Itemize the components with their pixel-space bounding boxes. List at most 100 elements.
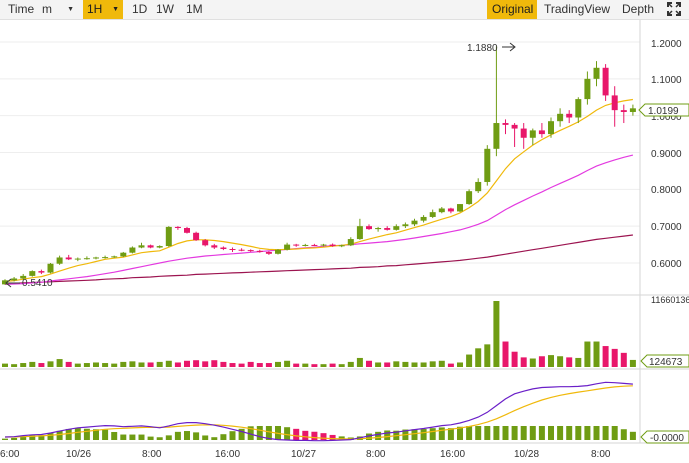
minute-interval-select[interactable]: m ▼ xyxy=(38,0,78,19)
candle-body xyxy=(347,239,354,246)
time-tick: 10/28 xyxy=(514,449,539,460)
low-marker: 0.5410 xyxy=(5,278,53,289)
time-tick: 8:00 xyxy=(366,449,386,460)
price-tick: 0.9000 xyxy=(651,149,682,160)
candle-body xyxy=(620,110,627,112)
macd-histogram-bar xyxy=(202,435,209,440)
macd-histogram-bar xyxy=(429,428,436,440)
caret-down-icon: ▼ xyxy=(112,6,119,13)
candle-body xyxy=(129,247,136,253)
high-marker: 1.1880 xyxy=(467,42,516,54)
macd-histogram-bar xyxy=(411,429,418,440)
macd-histogram-bar xyxy=(375,431,382,440)
volume-bar xyxy=(302,363,309,367)
candle-body xyxy=(20,275,27,279)
volume-current-label: 124673 xyxy=(649,357,683,368)
candle-body xyxy=(329,244,336,247)
volume-bar xyxy=(447,363,454,367)
price-axis: 1.2000 1.1000 1.0000 0.9000 0.8000 0.700… xyxy=(651,39,682,270)
volume-bar xyxy=(38,363,45,367)
candle-body xyxy=(566,113,573,118)
macd-histogram-bar xyxy=(11,437,18,440)
candle-body xyxy=(284,244,291,250)
macd-histogram-bar xyxy=(93,429,99,440)
candle-body xyxy=(584,78,591,100)
candle-body xyxy=(629,108,636,112)
interval-1d-button[interactable]: 1D xyxy=(132,2,148,16)
interval-1w-button[interactable]: 1W xyxy=(156,2,174,16)
volume-bar xyxy=(402,361,409,367)
time-tick: 8:00 xyxy=(142,449,162,460)
candle-body xyxy=(229,249,236,251)
volume-bar xyxy=(347,361,354,367)
ma25-line xyxy=(4,154,634,285)
candle-body xyxy=(29,271,36,276)
volume-bar xyxy=(457,362,463,367)
macd-histogram-bar xyxy=(29,435,36,440)
interval-1m-button[interactable]: 1M xyxy=(186,2,203,16)
candle-body xyxy=(393,226,400,230)
volume-max-label: 11660136.32 xyxy=(651,295,689,305)
volume-bar xyxy=(420,362,427,367)
volume-bar xyxy=(111,363,118,367)
macd-histogram-bar xyxy=(611,426,618,440)
candle-body xyxy=(466,191,473,205)
candle-body xyxy=(293,244,300,246)
macd-histogram-bar xyxy=(338,436,345,440)
volume-bar xyxy=(466,354,473,367)
candle-body xyxy=(202,240,209,246)
candles xyxy=(2,46,636,285)
candle-body xyxy=(457,204,463,212)
macd-histogram-bar xyxy=(256,426,263,440)
hour-interval-select[interactable]: 1H ▼ xyxy=(83,0,123,19)
volume-bar xyxy=(293,363,300,367)
expand-icon[interactable] xyxy=(666,1,682,17)
volume-bar xyxy=(593,341,600,367)
volume-bar xyxy=(256,363,263,367)
time-tick: 16:00 xyxy=(215,449,240,460)
volume-bar xyxy=(11,364,18,367)
candle-body xyxy=(338,245,345,247)
candle-body xyxy=(311,244,318,246)
volume-bar xyxy=(475,348,482,367)
macd-histogram-bar xyxy=(20,436,27,440)
macd-histogram-bar xyxy=(129,434,136,440)
volume-bar xyxy=(529,358,536,367)
volume-bar xyxy=(438,360,445,367)
volume-bar xyxy=(65,361,72,367)
view-tradingview-button[interactable]: TradingView xyxy=(544,2,611,16)
macd-histogram-bar xyxy=(311,431,318,440)
volume-bar xyxy=(211,360,218,367)
macd-histogram-bar xyxy=(438,427,445,440)
macd-histogram-bar xyxy=(102,429,109,440)
candle-body xyxy=(420,216,427,221)
macd-histogram-bar xyxy=(384,430,391,440)
macd-histogram-bar xyxy=(457,426,463,440)
view-depth-button[interactable]: Depth xyxy=(622,2,655,16)
macd-histogram-bar xyxy=(265,426,272,440)
candle-body xyxy=(302,244,309,246)
candle-body xyxy=(411,220,418,225)
candle-body xyxy=(120,252,127,257)
volume-bar xyxy=(602,346,609,367)
chart-toolbar: Time m ▼ 1H ▼ 1D 1W 1M Original TradingVie… xyxy=(0,0,689,20)
candlestick-chart[interactable]: 1.2000 1.1000 1.0000 0.9000 0.8000 0.700… xyxy=(0,20,689,463)
volume-bar xyxy=(311,364,318,367)
volume-bar xyxy=(329,363,336,367)
candle-body xyxy=(557,113,564,122)
macd-histogram-bar xyxy=(548,426,554,440)
view-original-button[interactable]: Original xyxy=(487,0,537,19)
macd-histogram-bar xyxy=(475,426,482,440)
volume-bar xyxy=(611,348,618,367)
volume-bar xyxy=(511,351,518,367)
volume-bar xyxy=(629,359,636,367)
volume-bar xyxy=(284,360,291,367)
volume-axis: 11660136.32 124673 xyxy=(640,295,689,368)
candle-body xyxy=(156,246,163,248)
candle-body xyxy=(165,226,172,247)
candle-body xyxy=(447,208,454,212)
candle-body xyxy=(56,257,63,264)
candle-body xyxy=(93,257,99,259)
volume-bar xyxy=(247,361,254,367)
hour-select-value: 1H xyxy=(87,2,103,16)
